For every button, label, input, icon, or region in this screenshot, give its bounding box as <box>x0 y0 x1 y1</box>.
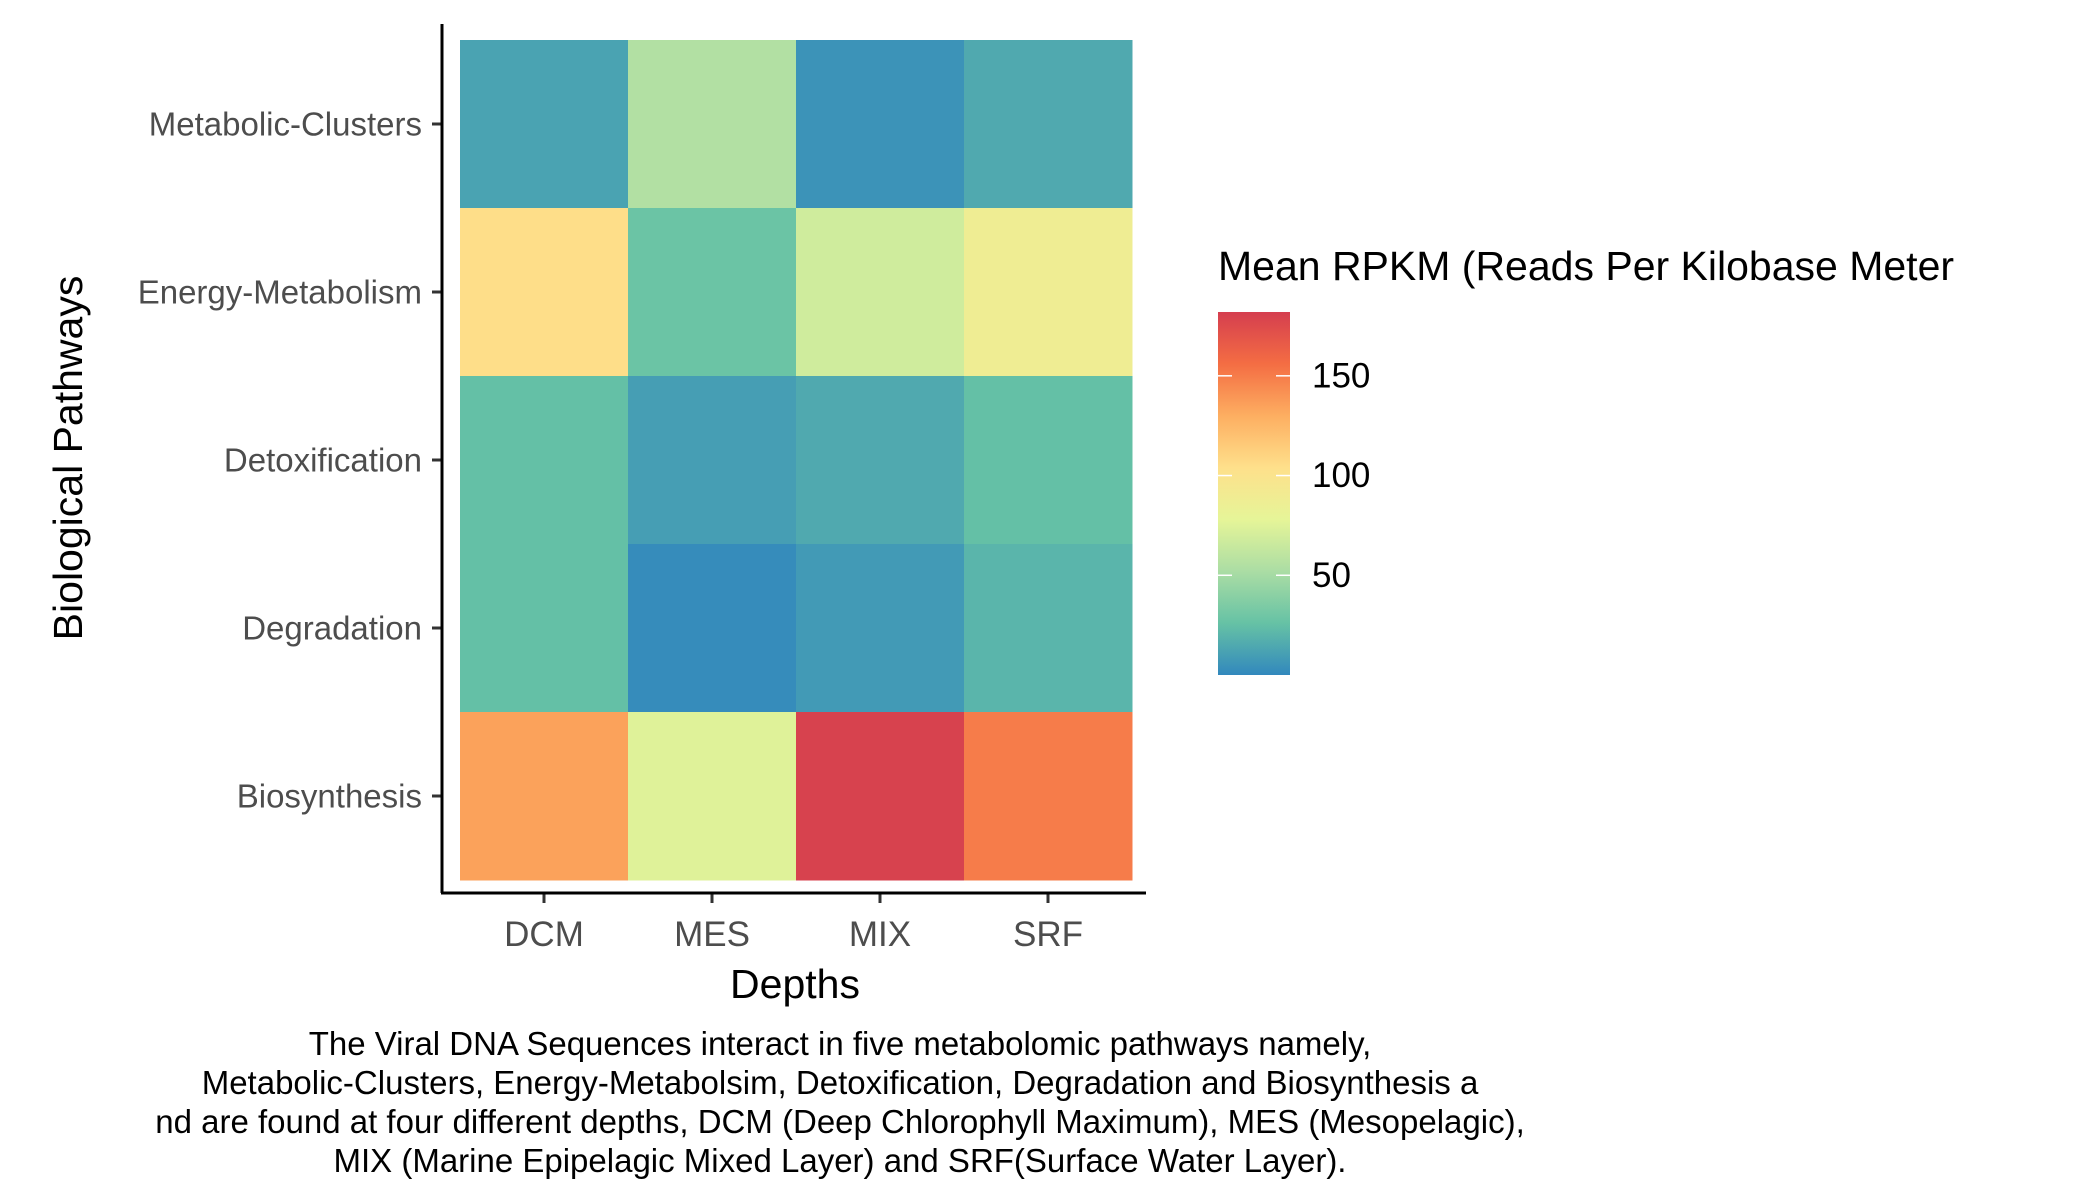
x-tick-label: DCM <box>504 915 584 954</box>
x-axis-ticks: DCM MES MIX SRF <box>504 893 1083 954</box>
heatmap-cell <box>460 544 629 713</box>
heatmap-cell <box>628 40 797 209</box>
y-axis-ticks: Metabolic-Clusters Energy-Metabolism Detox… <box>138 106 442 815</box>
heatmap-cell <box>964 376 1133 545</box>
heatmap-cell <box>460 712 629 881</box>
caption-line: nd are found at four different depths, D… <box>155 1103 1525 1140</box>
heatmap-cell <box>964 544 1133 713</box>
figure-caption: The Viral DNA Sequences interact in five… <box>40 1024 1640 1180</box>
legend-tick-label: 100 <box>1312 456 1370 495</box>
heatmap-cell <box>796 376 965 545</box>
heatmap-cell <box>628 712 797 881</box>
y-axis-title: Biological Pathways <box>45 276 91 641</box>
legend-tick-label: 50 <box>1312 556 1351 595</box>
heatmap-cell <box>964 712 1133 881</box>
heatmap-cell <box>796 208 965 377</box>
y-tick-label: Biosynthesis <box>237 778 422 815</box>
heatmap-cell <box>796 544 965 713</box>
heatmap-cell <box>796 40 965 209</box>
y-tick-label: Degradation <box>242 610 422 647</box>
heatmap-cell <box>964 208 1133 377</box>
x-tick-label: SRF <box>1013 915 1083 954</box>
heatmap-cell <box>460 208 629 377</box>
legend-title: Mean RPKM (Reads Per Kilobase Meter <box>1218 243 1954 289</box>
legend-ticks: 50 100 150 <box>1218 356 1370 595</box>
heatmap-cell <box>628 376 797 545</box>
y-tick-label: Energy-Metabolism <box>138 274 422 311</box>
legend-tick-label: 150 <box>1312 356 1370 395</box>
x-axis-title: Depths <box>730 961 860 1007</box>
y-tick-label: Detoxification <box>224 442 422 479</box>
heatmap-cell <box>628 208 797 377</box>
y-tick-label: Metabolic-Clusters <box>149 106 422 143</box>
heatmap-cells <box>460 40 1133 881</box>
heatmap-cell <box>460 40 629 209</box>
heatmap-cell <box>964 40 1133 209</box>
caption-line: MIX (Marine Epipelagic Mixed Layer) and … <box>333 1142 1347 1179</box>
legend-colorbar <box>1218 312 1290 675</box>
caption-line: Metabolic-Clusters, Energy-Metabolsim, D… <box>201 1064 1479 1101</box>
x-tick-label: MIX <box>849 915 911 954</box>
heatmap-cell <box>460 376 629 545</box>
heatmap-cell <box>628 544 797 713</box>
heatmap-cell <box>796 712 965 881</box>
x-tick-label: MES <box>674 915 750 954</box>
caption-line: The Viral DNA Sequences interact in five… <box>308 1025 1372 1062</box>
